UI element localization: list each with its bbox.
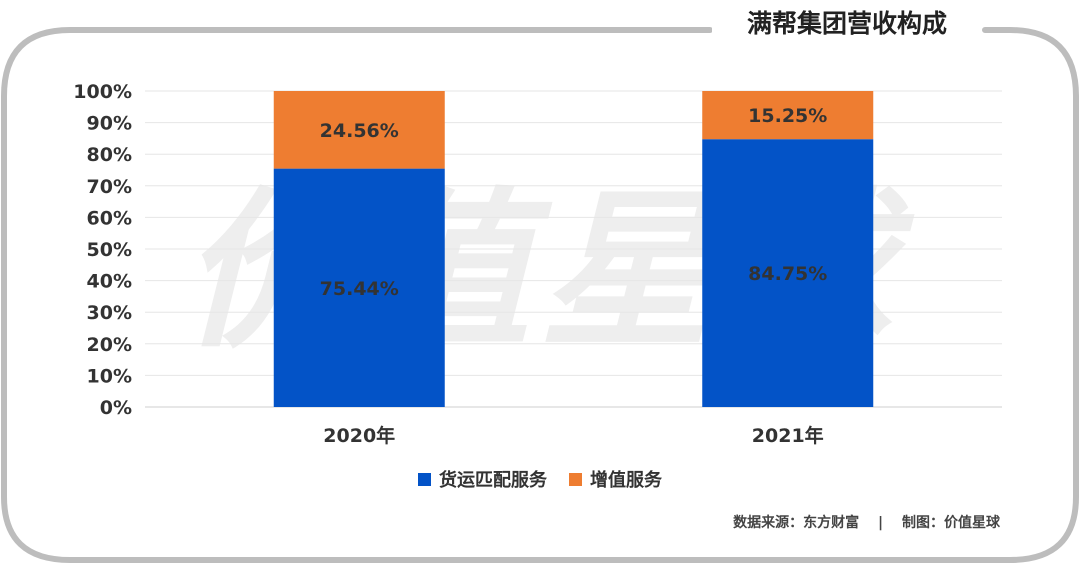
y-tick-label: 40% bbox=[87, 271, 132, 293]
y-tick-label: 60% bbox=[87, 207, 132, 229]
y-tick-label: 50% bbox=[87, 239, 132, 261]
y-tick-label: 70% bbox=[87, 176, 132, 198]
bar-segment-1 bbox=[702, 139, 874, 407]
y-tick-label: 80% bbox=[87, 144, 132, 166]
bar-segment-2 bbox=[273, 91, 445, 169]
bar-segment-2 bbox=[702, 91, 874, 140]
y-tick-label: 90% bbox=[87, 113, 132, 135]
legend-label-series-2: 增值服务 bbox=[590, 470, 662, 491]
made-by-label: 制图：价值星球 bbox=[902, 515, 1000, 531]
source-label: 数据来源：东方财富 bbox=[733, 515, 860, 531]
legend: 货运匹配服务 增值服务 bbox=[0, 466, 1080, 492]
x-tick-label: 2020年 bbox=[323, 424, 395, 447]
source-note: 数据来源：东方财富 | 制图：价值星球 bbox=[0, 512, 1000, 532]
y-tick-label: 100% bbox=[73, 81, 132, 103]
data-label: 84.75% bbox=[748, 263, 827, 285]
data-label: 24.56% bbox=[320, 120, 399, 142]
legend-swatch-series-1 bbox=[418, 472, 431, 486]
data-label: 15.25% bbox=[748, 105, 827, 127]
y-tick-label: 20% bbox=[87, 334, 132, 356]
legend-item-series-2: 增值服务 bbox=[569, 466, 662, 492]
legend-swatch-series-2 bbox=[569, 472, 582, 486]
legend-label-series-1: 货运匹配服务 bbox=[439, 470, 547, 491]
y-tick-label: 30% bbox=[87, 302, 132, 324]
chart-title: 满帮集团营收构成 bbox=[712, 4, 982, 44]
x-tick-label: 2021年 bbox=[752, 424, 824, 447]
bar-segment-1 bbox=[273, 168, 445, 407]
y-tick-label: 10% bbox=[87, 365, 132, 387]
source-separator: | bbox=[878, 515, 884, 531]
legend-item-series-1: 货运匹配服务 bbox=[418, 466, 547, 492]
data-label: 75.44% bbox=[320, 278, 399, 300]
y-tick-label: 0% bbox=[100, 397, 132, 419]
